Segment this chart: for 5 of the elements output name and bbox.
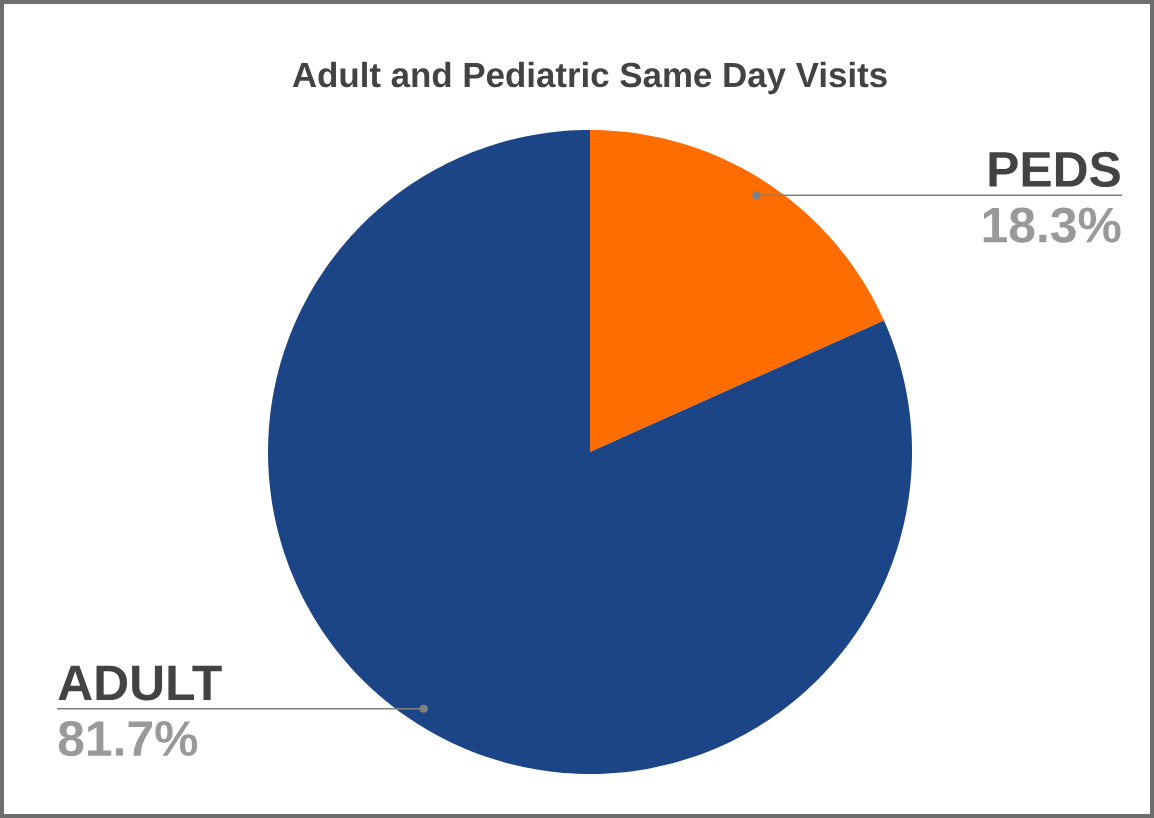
chart-title: Adult and Pediatric Same Day Visits [292, 61, 887, 95]
slice-label: PEDS [989, 151, 1120, 188]
slice-label: ADULT [58, 665, 222, 701]
data-label: 18.3% [983, 207, 1121, 243]
data-label: 81.7% [58, 720, 198, 757]
